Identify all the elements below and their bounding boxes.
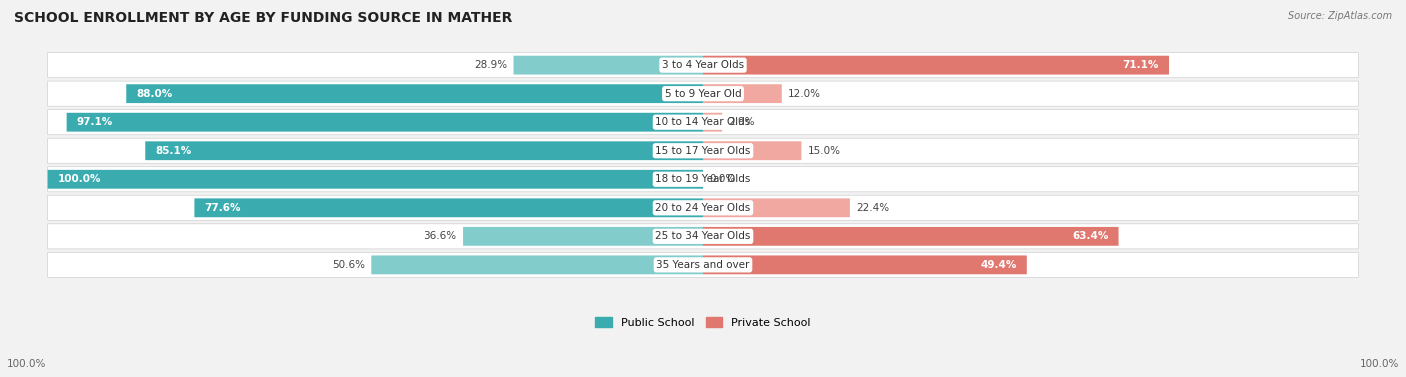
Text: 63.4%: 63.4%: [1073, 231, 1108, 241]
FancyBboxPatch shape: [703, 198, 849, 217]
Text: 100.0%: 100.0%: [7, 359, 46, 369]
Text: 88.0%: 88.0%: [136, 89, 173, 99]
Text: 35 Years and over: 35 Years and over: [657, 260, 749, 270]
FancyBboxPatch shape: [703, 84, 782, 103]
Text: 77.6%: 77.6%: [204, 203, 240, 213]
Text: 50.6%: 50.6%: [332, 260, 366, 270]
Text: 100.0%: 100.0%: [58, 174, 101, 184]
FancyBboxPatch shape: [703, 113, 723, 132]
FancyBboxPatch shape: [513, 56, 703, 75]
FancyBboxPatch shape: [48, 170, 703, 188]
Text: 36.6%: 36.6%: [423, 231, 457, 241]
Text: 0.0%: 0.0%: [710, 174, 735, 184]
FancyBboxPatch shape: [194, 198, 703, 217]
Text: 100.0%: 100.0%: [1360, 359, 1399, 369]
FancyBboxPatch shape: [48, 195, 1358, 220]
FancyBboxPatch shape: [127, 84, 703, 103]
Text: 15 to 17 Year Olds: 15 to 17 Year Olds: [655, 146, 751, 156]
Text: SCHOOL ENROLLMENT BY AGE BY FUNDING SOURCE IN MATHER: SCHOOL ENROLLMENT BY AGE BY FUNDING SOUR…: [14, 11, 512, 25]
FancyBboxPatch shape: [48, 252, 1358, 277]
Text: 49.4%: 49.4%: [980, 260, 1017, 270]
Text: 22.4%: 22.4%: [856, 203, 890, 213]
Text: 97.1%: 97.1%: [76, 117, 112, 127]
FancyBboxPatch shape: [48, 110, 1358, 135]
FancyBboxPatch shape: [145, 141, 703, 160]
Text: Source: ZipAtlas.com: Source: ZipAtlas.com: [1288, 11, 1392, 21]
Legend: Public School, Private School: Public School, Private School: [591, 313, 815, 332]
Text: 3 to 4 Year Olds: 3 to 4 Year Olds: [662, 60, 744, 70]
Text: 18 to 19 Year Olds: 18 to 19 Year Olds: [655, 174, 751, 184]
FancyBboxPatch shape: [371, 256, 703, 274]
Text: 2.9%: 2.9%: [728, 117, 755, 127]
Text: 71.1%: 71.1%: [1122, 60, 1159, 70]
FancyBboxPatch shape: [66, 113, 703, 132]
Text: 15.0%: 15.0%: [808, 146, 841, 156]
FancyBboxPatch shape: [703, 141, 801, 160]
Text: 85.1%: 85.1%: [155, 146, 191, 156]
FancyBboxPatch shape: [48, 52, 1358, 78]
FancyBboxPatch shape: [703, 227, 1119, 246]
Text: 5 to 9 Year Old: 5 to 9 Year Old: [665, 89, 741, 99]
FancyBboxPatch shape: [48, 81, 1358, 106]
FancyBboxPatch shape: [48, 167, 1358, 192]
FancyBboxPatch shape: [48, 224, 1358, 249]
Text: 12.0%: 12.0%: [789, 89, 821, 99]
FancyBboxPatch shape: [48, 138, 1358, 163]
FancyBboxPatch shape: [703, 256, 1026, 274]
Text: 10 to 14 Year Olds: 10 to 14 Year Olds: [655, 117, 751, 127]
Text: 20 to 24 Year Olds: 20 to 24 Year Olds: [655, 203, 751, 213]
Text: 25 to 34 Year Olds: 25 to 34 Year Olds: [655, 231, 751, 241]
FancyBboxPatch shape: [463, 227, 703, 246]
Text: 28.9%: 28.9%: [474, 60, 508, 70]
FancyBboxPatch shape: [703, 56, 1168, 75]
